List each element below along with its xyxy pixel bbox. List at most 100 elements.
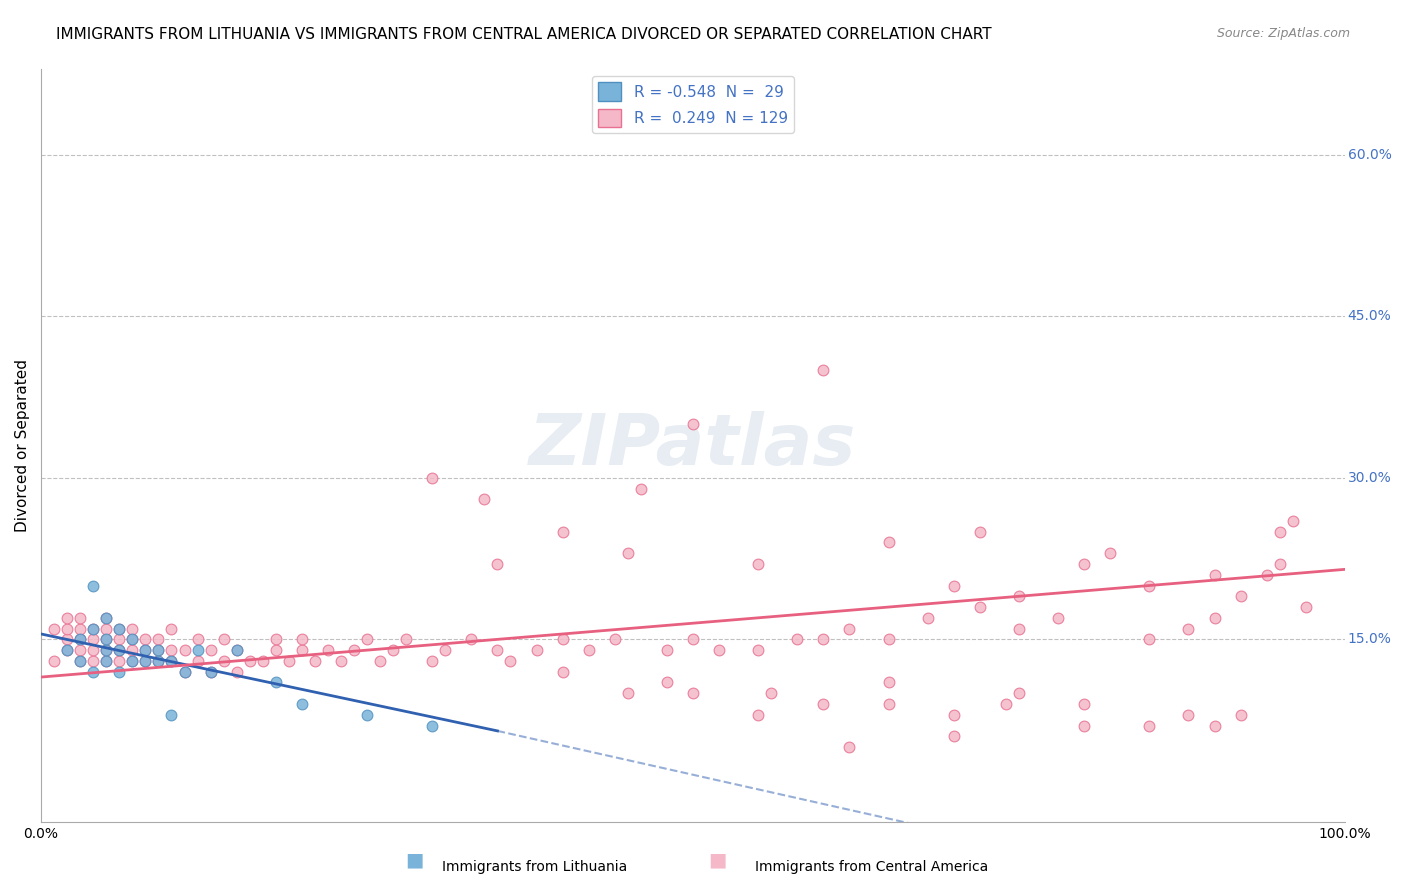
Point bbox=[356, 707, 378, 722]
Point bbox=[148, 632, 170, 647]
Point bbox=[160, 707, 183, 722]
Point bbox=[1177, 707, 1199, 722]
Point bbox=[134, 643, 156, 657]
Point bbox=[69, 622, 91, 636]
Point bbox=[969, 600, 991, 615]
Point bbox=[682, 686, 704, 700]
Point bbox=[108, 622, 131, 636]
Text: Immigrants from Lithuania: Immigrants from Lithuania bbox=[441, 860, 627, 874]
Point bbox=[225, 643, 247, 657]
Point bbox=[160, 643, 183, 657]
Point bbox=[682, 417, 704, 431]
Point bbox=[420, 718, 443, 732]
Point bbox=[1137, 578, 1160, 592]
Point bbox=[121, 622, 143, 636]
Point bbox=[1256, 567, 1278, 582]
Text: ■: ■ bbox=[405, 851, 425, 870]
Point bbox=[291, 697, 314, 711]
Point bbox=[239, 654, 262, 668]
Point bbox=[1047, 611, 1070, 625]
Point bbox=[877, 632, 900, 647]
Point bbox=[291, 643, 314, 657]
Point bbox=[96, 632, 118, 647]
Point bbox=[56, 611, 79, 625]
Text: ■: ■ bbox=[707, 851, 727, 870]
Point bbox=[1204, 718, 1226, 732]
Point bbox=[225, 643, 247, 657]
Point bbox=[121, 632, 143, 647]
Text: 15.0%: 15.0% bbox=[1347, 632, 1392, 647]
Point bbox=[813, 632, 835, 647]
Point bbox=[212, 632, 235, 647]
Point bbox=[69, 654, 91, 668]
Point bbox=[707, 643, 730, 657]
Point bbox=[121, 643, 143, 657]
Point bbox=[82, 632, 104, 647]
Point bbox=[1073, 718, 1095, 732]
Point bbox=[526, 643, 548, 657]
Point bbox=[82, 622, 104, 636]
Point bbox=[82, 622, 104, 636]
Point bbox=[200, 665, 222, 679]
Point bbox=[460, 632, 482, 647]
Point bbox=[148, 643, 170, 657]
Point bbox=[1204, 611, 1226, 625]
Point bbox=[1177, 622, 1199, 636]
Point bbox=[603, 632, 626, 647]
Point bbox=[474, 492, 496, 507]
Point bbox=[96, 611, 118, 625]
Point bbox=[108, 632, 131, 647]
Point bbox=[617, 686, 640, 700]
Point bbox=[121, 654, 143, 668]
Point bbox=[630, 482, 652, 496]
Point bbox=[173, 643, 195, 657]
Point bbox=[420, 471, 443, 485]
Point bbox=[264, 643, 287, 657]
Point bbox=[56, 643, 79, 657]
Point bbox=[121, 654, 143, 668]
Point bbox=[160, 622, 183, 636]
Point bbox=[877, 675, 900, 690]
Point bbox=[551, 524, 574, 539]
Point bbox=[108, 643, 131, 657]
Point bbox=[200, 643, 222, 657]
Point bbox=[96, 643, 118, 657]
Point bbox=[655, 643, 678, 657]
Legend: R = -0.548  N =  29, R =  0.249  N = 129: R = -0.548 N = 29, R = 0.249 N = 129 bbox=[592, 76, 794, 133]
Point bbox=[56, 643, 79, 657]
Point bbox=[1295, 600, 1317, 615]
Point bbox=[173, 665, 195, 679]
Point bbox=[96, 654, 118, 668]
Point bbox=[44, 622, 66, 636]
Point bbox=[44, 654, 66, 668]
Text: IMMIGRANTS FROM LITHUANIA VS IMMIGRANTS FROM CENTRAL AMERICA DIVORCED OR SEPARAT: IMMIGRANTS FROM LITHUANIA VS IMMIGRANTS … bbox=[56, 27, 991, 42]
Point bbox=[1268, 524, 1291, 539]
Point bbox=[160, 654, 183, 668]
Point bbox=[1268, 557, 1291, 571]
Point bbox=[942, 578, 965, 592]
Point bbox=[1099, 546, 1122, 560]
Point bbox=[1073, 697, 1095, 711]
Point bbox=[382, 643, 405, 657]
Point bbox=[264, 632, 287, 647]
Point bbox=[291, 632, 314, 647]
Point bbox=[682, 632, 704, 647]
Point bbox=[655, 675, 678, 690]
Point bbox=[877, 535, 900, 549]
Point bbox=[108, 622, 131, 636]
Point bbox=[420, 654, 443, 668]
Point bbox=[942, 729, 965, 743]
Point bbox=[82, 665, 104, 679]
Point bbox=[434, 643, 457, 657]
Point bbox=[134, 654, 156, 668]
Point bbox=[1008, 622, 1031, 636]
Point bbox=[56, 622, 79, 636]
Point bbox=[356, 632, 378, 647]
Text: ZIPatlas: ZIPatlas bbox=[529, 411, 856, 480]
Point bbox=[942, 707, 965, 722]
Point bbox=[1008, 589, 1031, 603]
Point bbox=[212, 654, 235, 668]
Text: 60.0%: 60.0% bbox=[1347, 148, 1392, 161]
Point bbox=[187, 632, 209, 647]
Point bbox=[343, 643, 366, 657]
